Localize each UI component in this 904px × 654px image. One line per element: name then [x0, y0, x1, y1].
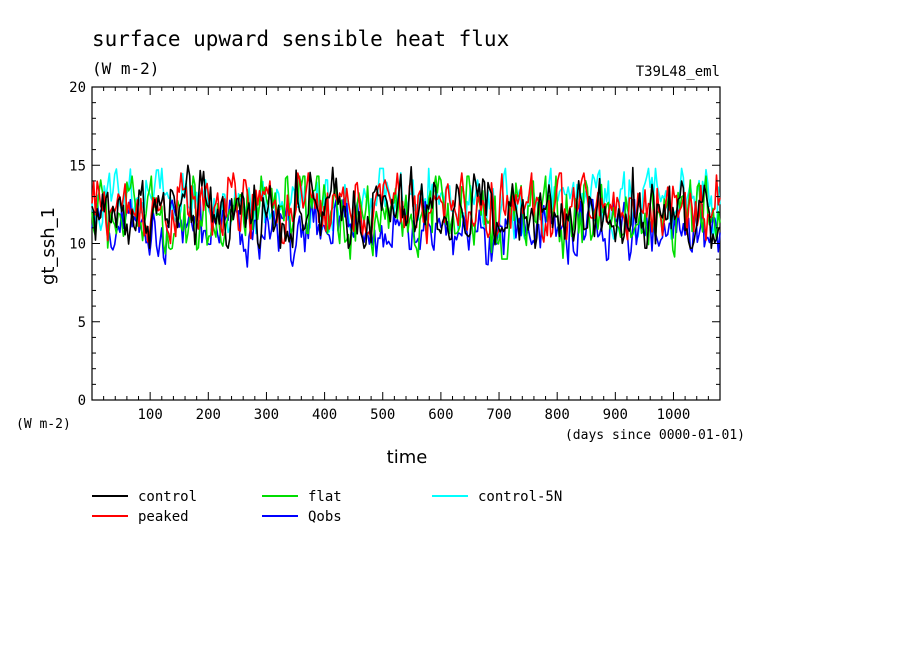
legend-label-flat: flat — [308, 489, 342, 505]
series-line-control — [91, 164, 721, 249]
y-tick-label: 20 — [69, 80, 86, 96]
x-tick-label: 100 — [137, 407, 162, 423]
legend-label-Qobs: Qobs — [308, 509, 342, 525]
chart-subtitle: (W m-2) — [92, 59, 159, 78]
legend-label-control: control — [138, 489, 197, 505]
x-tick-label: 1000 — [657, 407, 691, 423]
x-tick-label: 700 — [486, 407, 511, 423]
chart-title: surface upward sensible heat flux — [92, 27, 509, 51]
legend-label-control-5N: control-5N — [478, 489, 562, 505]
x-axis-label: time — [387, 447, 428, 468]
y-axis-label: gt_ssh_1 — [38, 207, 59, 285]
x-tick-label: 800 — [545, 407, 570, 423]
x-tick-label: 600 — [428, 407, 453, 423]
y-tick-label: 15 — [69, 158, 86, 174]
y-tick-label: 0 — [78, 393, 86, 409]
legend-label-peaked: peaked — [138, 509, 189, 525]
series-line-flat — [91, 175, 721, 260]
series-layer — [91, 164, 721, 268]
x-tick-label: 500 — [370, 407, 395, 423]
y-unit-label: (W m-2) — [16, 417, 71, 432]
x-tick-label: 300 — [254, 407, 279, 423]
y-tick-label: 10 — [69, 237, 86, 253]
x-tick-label: 400 — [312, 407, 337, 423]
plot-area: 0 5 10 15 20 100 200 300 400 500 600 700 800 900 1000 — [69, 80, 721, 423]
run-label: T39L48_eml — [636, 64, 720, 80]
x-unit-label: (days since 0000-01-01) — [565, 428, 745, 443]
ticks-layer: 0 5 10 15 20 100 200 300 400 500 600 700 800 900 1000 — [69, 80, 720, 423]
legend: control peaked flat Qobs control-5N — [92, 489, 562, 525]
plot-frame — [91, 86, 721, 401]
x-tick-label: 200 — [196, 407, 221, 423]
x-tick-label: 900 — [603, 407, 628, 423]
y-tick-label: 5 — [78, 315, 86, 331]
